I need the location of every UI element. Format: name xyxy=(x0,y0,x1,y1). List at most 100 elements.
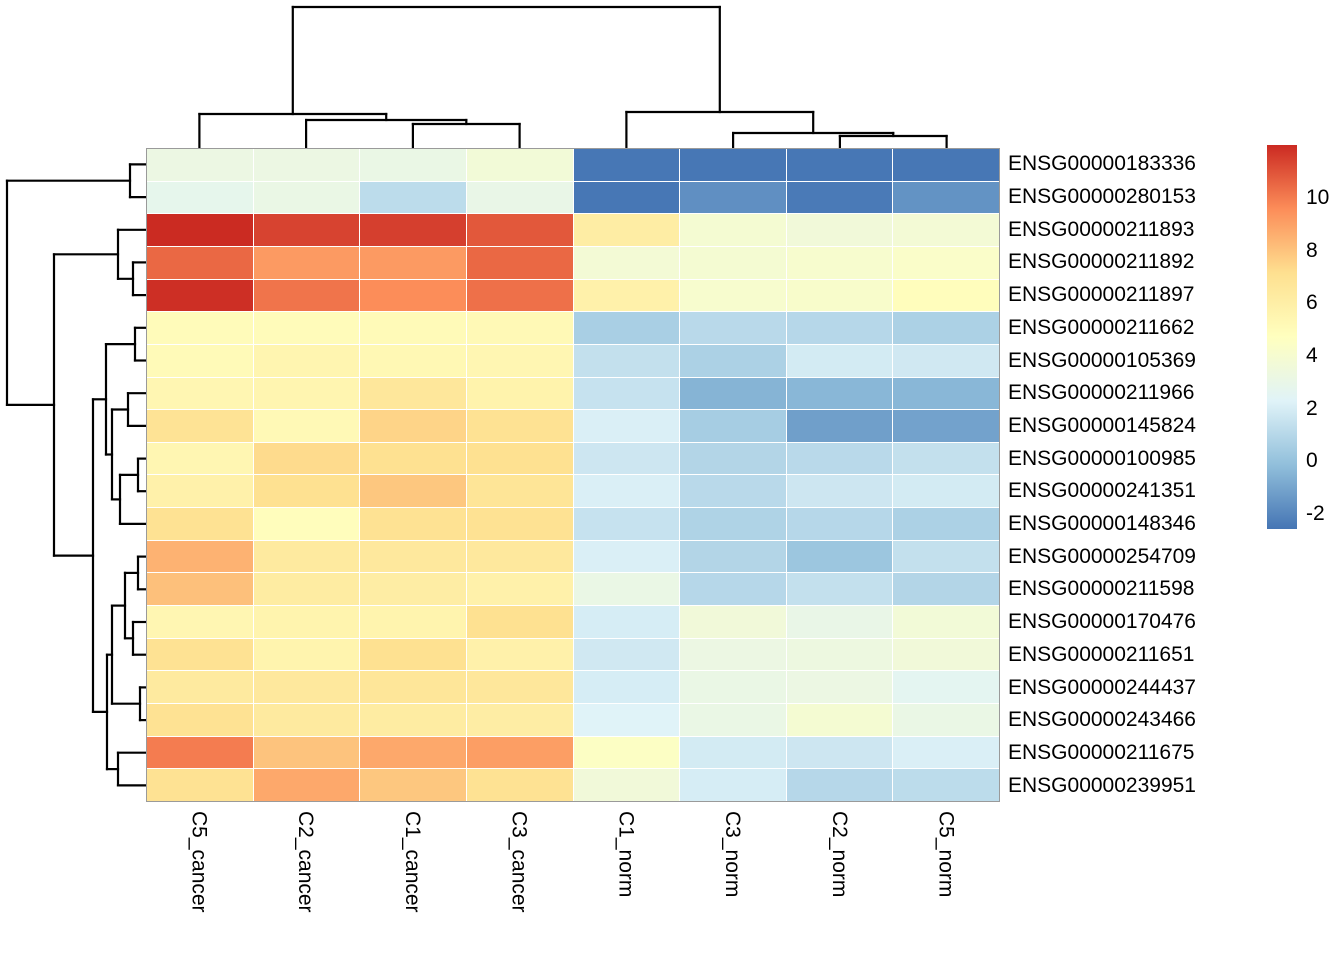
colorbar-tick-label: 8 xyxy=(1306,238,1318,262)
heatmap-cell xyxy=(573,475,680,508)
heatmap-cell xyxy=(680,671,786,704)
heatmap-cell xyxy=(360,246,466,279)
heatmap-cell xyxy=(466,704,573,736)
heatmap-cell xyxy=(360,344,466,377)
heatmap-cell xyxy=(253,671,360,704)
heatmap-cell xyxy=(893,475,999,508)
row-label: ENSG00000211662 xyxy=(1008,315,1195,339)
column-dendrogram xyxy=(198,5,948,150)
heatmap-cell xyxy=(893,246,999,279)
heatmap-cell xyxy=(360,606,466,638)
heatmap-cell xyxy=(360,573,466,606)
colorbar-tick-label: 10 xyxy=(1306,186,1330,210)
heatmap-cell xyxy=(893,769,999,801)
col-label: C3_cancer xyxy=(507,811,531,913)
heatmap-cell xyxy=(466,410,573,442)
heatmap-cell xyxy=(893,214,999,246)
heatmap-cell xyxy=(573,671,680,704)
heatmap-cell xyxy=(893,736,999,769)
heatmap-cell xyxy=(680,442,786,475)
heatmap-cell xyxy=(680,149,786,181)
heatmap-cell xyxy=(893,671,999,704)
heatmap-cell xyxy=(573,540,680,573)
colorbar-tick-label: 6 xyxy=(1306,291,1318,315)
row-label: ENSG00000244437 xyxy=(1008,675,1196,699)
row-label: ENSG00000170476 xyxy=(1008,610,1196,634)
heatmap-cell xyxy=(466,279,573,312)
heatmap-cell xyxy=(466,736,573,769)
heatmap-cell xyxy=(786,149,893,181)
heatmap-cell xyxy=(786,475,893,508)
heatmap-cell xyxy=(680,214,786,246)
heatmap-cell xyxy=(466,769,573,801)
heatmap-cell xyxy=(360,279,466,312)
heatmap-cell xyxy=(147,149,253,181)
heatmap-cell xyxy=(253,508,360,540)
heatmap-cell xyxy=(360,704,466,736)
heatmap-cell xyxy=(680,377,786,410)
colorbar-tick-label: 0 xyxy=(1306,449,1318,473)
heatmap-cell xyxy=(466,606,573,638)
heatmap-cell xyxy=(680,638,786,671)
heatmap-cell xyxy=(466,638,573,671)
heatmap-cell xyxy=(893,149,999,181)
heatmap-cell xyxy=(253,638,360,671)
row-label: ENSG00000254709 xyxy=(1008,544,1196,568)
heatmap-cell xyxy=(680,344,786,377)
heatmap-cell xyxy=(786,181,893,214)
heatmap-cell xyxy=(680,475,786,508)
colorbar-tick-label: 4 xyxy=(1306,344,1318,368)
heatmap-cell xyxy=(360,410,466,442)
heatmap-cell xyxy=(253,736,360,769)
row-label: ENSG00000211966 xyxy=(1008,381,1195,405)
heatmap-cell xyxy=(147,540,253,573)
heatmap-cell xyxy=(573,638,680,671)
heatmap-cell xyxy=(786,606,893,638)
col-label: C5_norm xyxy=(934,811,958,898)
heatmap-cell xyxy=(147,638,253,671)
heatmap-cell xyxy=(360,736,466,769)
heatmap-cell xyxy=(466,312,573,344)
heatmap-cell xyxy=(680,573,786,606)
heatmap-cell xyxy=(893,279,999,312)
heatmap-cell xyxy=(893,606,999,638)
heatmap-cell xyxy=(893,540,999,573)
row-label: ENSG00000105369 xyxy=(1008,348,1196,372)
colorbar-gradient xyxy=(1267,145,1297,529)
heatmap-cell xyxy=(786,638,893,671)
heatmap-cell xyxy=(680,312,786,344)
heatmap-cell xyxy=(786,246,893,279)
heatmap-cell xyxy=(573,149,680,181)
heatmap-cell xyxy=(147,410,253,442)
heatmap-cell xyxy=(360,181,466,214)
heatmap-cell xyxy=(893,377,999,410)
heatmap-cell xyxy=(253,181,360,214)
heatmap-cell xyxy=(786,214,893,246)
heatmap-cell xyxy=(147,377,253,410)
heatmap-cell xyxy=(573,344,680,377)
heatmap-cell xyxy=(147,736,253,769)
heatmap-cell xyxy=(466,508,573,540)
heatmap-cell xyxy=(147,442,253,475)
heatmap-cell xyxy=(786,508,893,540)
heatmap-cell xyxy=(253,475,360,508)
heatmap-cell xyxy=(893,573,999,606)
heatmap-cell xyxy=(466,344,573,377)
heatmap-cell xyxy=(786,704,893,736)
heatmap-cell xyxy=(573,279,680,312)
row-dendrogram xyxy=(5,163,148,787)
heatmap-cell xyxy=(253,214,360,246)
heatmap-cell xyxy=(466,246,573,279)
heatmap-cell xyxy=(680,181,786,214)
heatmap-cell xyxy=(253,344,360,377)
heatmap-cell xyxy=(893,638,999,671)
heatmap-cell xyxy=(680,279,786,312)
heatmap-cell xyxy=(893,704,999,736)
heatmap-cell xyxy=(360,312,466,344)
heatmap-cell xyxy=(786,410,893,442)
row-label: ENSG00000239951 xyxy=(1008,773,1196,797)
heatmap-cell xyxy=(466,214,573,246)
heatmap-cell xyxy=(147,344,253,377)
heatmap-grid xyxy=(146,148,1000,802)
heatmap-cell xyxy=(786,279,893,312)
